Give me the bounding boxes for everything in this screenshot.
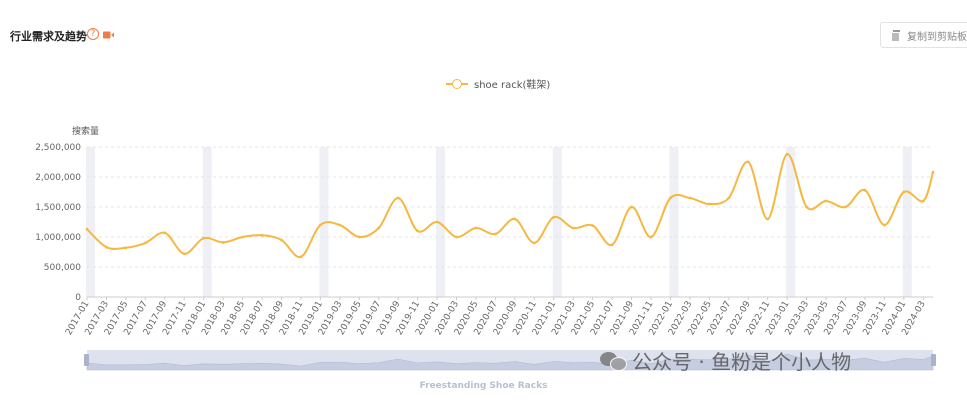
data-point xyxy=(435,220,439,224)
data-point xyxy=(182,252,186,256)
data-point xyxy=(921,199,925,203)
data-point xyxy=(902,190,906,194)
year-band xyxy=(902,147,912,297)
zoom-slider-preview xyxy=(86,353,934,371)
data-point xyxy=(416,229,420,233)
data-point xyxy=(532,241,536,245)
data-point xyxy=(707,202,711,206)
copy-to-clipboard-button[interactable]: 复制到剪贴板 xyxy=(880,22,967,48)
year-band xyxy=(786,147,796,297)
data-point xyxy=(552,215,556,219)
data-point xyxy=(377,226,381,230)
data-point xyxy=(299,255,303,259)
year-band xyxy=(436,147,446,297)
zoom-slider-label: Freestanding Shoe Racks xyxy=(419,381,548,391)
data-point xyxy=(824,199,828,203)
watermark: 公众号 · 鱼粉是个小人物 xyxy=(600,346,851,375)
copy-button-label: 复制到剪贴板 xyxy=(907,31,967,43)
video-icon[interactable] xyxy=(103,31,114,39)
chart-legend[interactable]: shoe rack(鞋架) xyxy=(446,76,550,91)
y-tick-label: 500,000 xyxy=(44,263,81,273)
year-band xyxy=(202,147,212,297)
data-point xyxy=(863,188,867,192)
data-point xyxy=(785,152,789,156)
data-point xyxy=(474,226,478,230)
data-point xyxy=(805,205,808,209)
year-band xyxy=(552,147,562,297)
year-band xyxy=(86,147,95,297)
data-point xyxy=(727,196,731,200)
data-point xyxy=(338,223,342,227)
y-axis-label: 搜索量 xyxy=(72,127,100,137)
data-point xyxy=(844,205,847,209)
y-tick-label: 0 xyxy=(75,293,81,303)
data-point xyxy=(357,235,361,239)
wechat-icon xyxy=(600,350,627,372)
data-point xyxy=(688,196,692,200)
data-point xyxy=(649,235,653,239)
zoom-slider-left-handle[interactable] xyxy=(84,354,89,366)
data-point xyxy=(85,227,89,231)
data-point xyxy=(260,233,264,237)
data-point xyxy=(669,196,672,200)
data-point xyxy=(124,246,128,250)
data-point xyxy=(280,238,283,242)
series-line xyxy=(86,153,934,258)
data-point xyxy=(318,223,322,227)
data-point xyxy=(241,235,244,239)
data-point xyxy=(163,231,167,235)
data-point xyxy=(591,224,595,228)
section-header: 行业需求及趋势 ? 复制到剪贴板 xyxy=(0,0,967,60)
zoom-slider-right-handle[interactable] xyxy=(931,354,936,366)
data-point xyxy=(513,217,517,221)
copy-icon xyxy=(891,29,901,42)
data-point xyxy=(221,241,225,244)
data-point xyxy=(931,170,935,174)
legend-series-name: shoe rack(鞋架) xyxy=(474,80,551,91)
data-point xyxy=(202,236,206,240)
data-point xyxy=(630,205,633,209)
y-tick-label: 2,000,000 xyxy=(35,173,81,183)
data-point xyxy=(610,243,614,247)
y-tick-label: 1,000,000 xyxy=(35,233,81,243)
data-point xyxy=(766,217,770,221)
data-point xyxy=(882,223,886,227)
y-tick-label: 2,500,000 xyxy=(35,143,81,153)
data-point xyxy=(105,245,108,249)
data-point xyxy=(571,226,575,230)
year-band xyxy=(669,147,679,297)
legend-swatch-icon xyxy=(446,78,468,89)
help-icon[interactable]: ? xyxy=(87,28,99,40)
data-point xyxy=(455,235,458,239)
data-point xyxy=(143,241,147,245)
section-title: 行业需求及趋势 xyxy=(10,30,87,43)
data-point xyxy=(396,196,400,200)
y-tick-label: 1,500,000 xyxy=(35,203,81,213)
data-point xyxy=(746,160,750,164)
watermark-text: 公众号 · 鱼粉是个小人物 xyxy=(632,350,852,374)
data-point xyxy=(494,232,497,236)
